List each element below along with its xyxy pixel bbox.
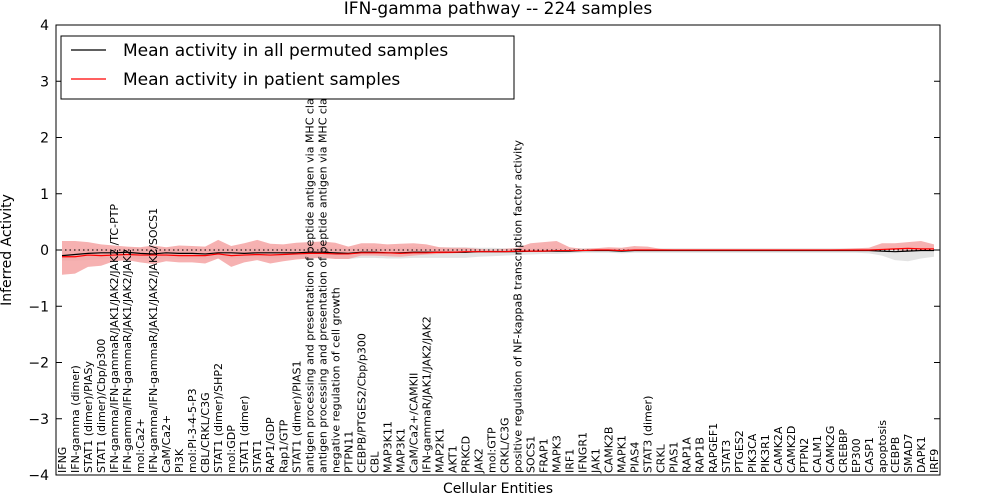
entity-label: PTPN2 [798, 438, 811, 473]
y-axis-title: Inferred Activity [0, 194, 15, 306]
entity-label: CASP1 [863, 437, 876, 473]
series-lines [61, 247, 934, 258]
entity-label: JAK1 [590, 448, 603, 474]
y-tick-label: −1 [28, 299, 49, 315]
entity-label: DAPK1 [915, 436, 928, 473]
entity-label: STAT1 (dimer)/PIASy [82, 361, 95, 473]
entity-label: AKT1 [446, 445, 459, 473]
entity-label: CBL/CRKL/C3G [199, 392, 212, 473]
y-axis: −4 −3 −2 −1 0 1 2 3 4 [28, 18, 940, 484]
entity-label: CALM1 [811, 435, 824, 473]
entity-label: mol:PI-3-4-5-P3 [186, 388, 199, 473]
y-tick-label: −3 [28, 412, 49, 428]
entity-label: IFN-gamma/IFN-gammaR/JAK1/JAK2/JAK2 [121, 249, 134, 473]
y-tick-label: 4 [40, 18, 49, 34]
entity-label: SMAD7 [902, 434, 915, 473]
entity-label: PIAS4 [629, 442, 642, 473]
entity-label: STAT1 (dimer) [238, 396, 251, 473]
entity-label: STAT3 (dimer) [642, 396, 655, 473]
entity-label: MAPK3 [551, 435, 564, 473]
entity-label: mol:GDP [225, 425, 238, 473]
entity-label: STAT1 (dimer)/Cbp/p300 [95, 339, 108, 473]
entity-label: antigen processing and presentation of p… [316, 77, 329, 473]
entity-label: PIK3CA [746, 433, 759, 473]
entity-label: PI3K [173, 448, 186, 473]
entity-label: MAP2K1 [433, 428, 446, 473]
entity-label: IRF1 [564, 449, 577, 473]
entity-label: IRF9 [928, 449, 941, 473]
entity-label: MAPK1 [616, 435, 629, 473]
entity-label: PIAS1 [668, 442, 681, 473]
entity-label: apoptosis [876, 420, 889, 473]
entity-label: IFN-gamma/IFN-gammaR/JAK1/JAK2/JAK2 /TC-… [108, 204, 121, 473]
y-tick-label: 3 [40, 74, 49, 90]
entity-label: IFNGR1 [577, 432, 590, 473]
entity-label: CREBBP [837, 429, 850, 473]
entity-label: FRAP1 [538, 438, 551, 473]
entity-label: IFN-gamma/IFN-gammaR/JAK1/JAK2/JAK2/SOCS… [147, 208, 160, 473]
entity-label: IFN-gammaR/JAK1/JAK2/JAK2 [420, 316, 433, 473]
legend-permuted-label: Mean activity in all permuted samples [123, 41, 448, 61]
y-tick-label: −4 [28, 468, 49, 484]
x-axis-title: Cellular Entities [443, 481, 553, 497]
entity-label: CEBPB/PTGES2/Cbp/p300 [355, 333, 368, 473]
entity-label: IFN-gamma (dimer) [69, 365, 82, 473]
entity-label: Rap1/GTP [277, 419, 290, 473]
entity-label: PTPN11 [342, 431, 355, 473]
y-tick-label: 1 [40, 187, 49, 203]
entity-label: CAMK2A [772, 426, 785, 473]
y-tick-label: −2 [28, 356, 49, 372]
entity-label: STAT1 [251, 440, 264, 473]
entity-label: RAP1A [681, 437, 694, 473]
entity-label: CAMK2B [603, 427, 616, 473]
entity-label: PRKCD [459, 436, 472, 473]
entity-labels: IFNG IFN-gamma (dimer) STAT1 (dimer)/PIASy… [56, 77, 941, 474]
entity-label: CaM/Ca2+ [160, 415, 173, 473]
entity-label: positive regulation of NF-kappaB transcr… [512, 139, 525, 473]
entity-label: STAT1 (dimer)/PIAS1 [290, 361, 303, 473]
entity-label: MAP3K1 [394, 428, 407, 473]
y-tick-label: 0 [40, 243, 49, 259]
y-tick-label: 2 [40, 131, 49, 147]
entity-label: CBL [368, 451, 381, 473]
entity-label: RAPGEF1 [707, 423, 720, 473]
chart-title: IFN-gamma pathway -- 224 samples [344, 0, 653, 19]
entity-label: EP300 [850, 438, 863, 473]
legend-box [60, 35, 515, 100]
legend: Mean activity in all permuted samples Me… [60, 35, 515, 100]
entity-label: IFNG [56, 447, 69, 473]
entity-label: RAP1/GDP [264, 417, 277, 473]
entity-label: PTGES2 [733, 430, 746, 473]
entity-label: STAT3 [720, 440, 733, 473]
entity-label: SOCS1 [525, 436, 538, 473]
entity-label: CaM/Ca2+/CAMKII [407, 373, 420, 473]
entity-label: CRKL/C3G [499, 417, 512, 473]
entity-label: STAT1 (dimer)/SHP2 [212, 363, 225, 473]
entity-label: MAP3K11 [381, 421, 394, 473]
entity-label: JAK2 [472, 448, 485, 474]
entity-label: CEBPB [889, 437, 902, 473]
entity-label: CRKL [655, 443, 668, 473]
entity-label: mol:Ca2+ [134, 418, 147, 473]
entity-label: RAP1B [694, 437, 707, 473]
entity-label: negative regulation of cell growth [329, 287, 342, 473]
patient-mean-line [62, 247, 934, 258]
entity-label: CAMK2G [824, 426, 837, 473]
entity-label: mol:GTP [485, 427, 498, 473]
entity-label: CAMK2D [785, 426, 798, 473]
legend-patient-label: Mean activity in patient samples [123, 70, 400, 90]
entity-label: PIK3R1 [759, 434, 772, 473]
entity-label: antigen processing and presentation of p… [303, 80, 316, 473]
patient-band [62, 239, 934, 275]
